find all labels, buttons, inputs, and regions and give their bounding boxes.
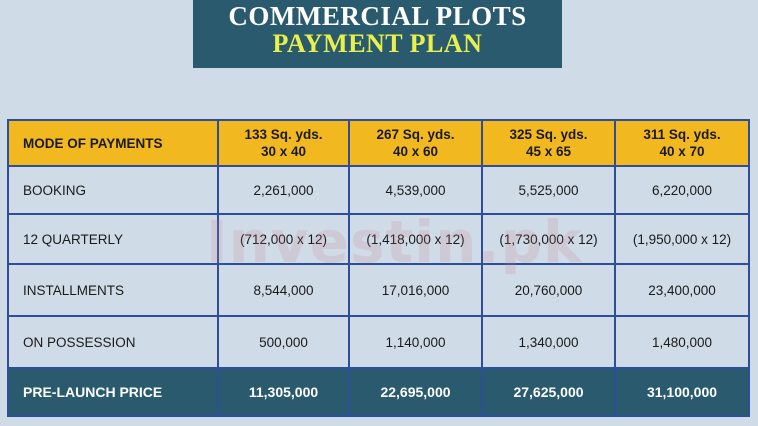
table-cell: 500,000 — [217, 315, 350, 369]
table-cell: (712,000 x 12) — [217, 213, 350, 265]
plot-dims: 40 x 70 — [659, 144, 705, 159]
table-cell: (1,730,000 x 12) — [481, 213, 616, 265]
row-label: 12 QUARTERLY — [7, 213, 219, 265]
table-cell: 22,695,000 — [348, 367, 483, 417]
plot-dims: 45 x 65 — [525, 144, 572, 159]
header-plot-4: 311 Sq. yds. 40 x 70 — [614, 119, 750, 167]
row-label: INSTALLMENTS — [7, 263, 219, 317]
table-cell: 8,544,000 — [217, 263, 350, 317]
plot-dims: 40 x 60 — [392, 144, 439, 159]
table-cell: 23,400,000 — [614, 263, 750, 317]
plot-size: 325 Sq. yds. — [509, 127, 588, 142]
table-cell: 6,220,000 — [614, 165, 750, 215]
plot-size: 133 Sq. yds. — [244, 127, 323, 142]
table-row-installments: INSTALLMENTS 8,544,000 17,016,000 20,760… — [7, 263, 750, 317]
banner-subtitle: PAYMENT PLAN — [272, 29, 483, 58]
banner-title: COMMERCIAL PLOTS — [228, 1, 527, 31]
plot-size: 267 Sq. yds. — [376, 127, 455, 142]
table-cell: 1,340,000 — [481, 315, 616, 369]
payment-plan-table: MODE OF PAYMENTS 133 Sq. yds. 30 x 40 267… — [7, 119, 750, 417]
table-cell: 31,100,000 — [614, 367, 750, 417]
table-cell: 20,760,000 — [481, 263, 616, 317]
row-label: BOOKING — [7, 165, 219, 215]
plot-dims: 30 x 40 — [260, 144, 307, 159]
table-cell: 1,140,000 — [348, 315, 483, 369]
table-row-quarterly: 12 QUARTERLY (712,000 x 12) (1,418,000 x… — [7, 213, 750, 265]
table-cell: (1,418,000 x 12) — [348, 213, 483, 265]
header-mode: MODE OF PAYMENTS — [7, 119, 219, 167]
table-row-total: PRE-LAUNCH PRICE 11,305,000 22,695,000 2… — [7, 367, 750, 417]
table-cell: 1,480,000 — [614, 315, 750, 369]
title-banner: COMMERCIAL PLOTS PAYMENT PLAN — [193, 0, 562, 68]
table-cell: 11,305,000 — [217, 367, 350, 417]
table-cell: (1,950,000 x 12) — [614, 213, 750, 265]
table-cell: 4,539,000 — [348, 165, 483, 215]
table-row-possession: ON POSSESSION 500,000 1,140,000 1,340,00… — [7, 315, 750, 369]
table-cell: 5,525,000 — [481, 165, 616, 215]
table-cell: 2,261,000 — [217, 165, 350, 215]
table-header-row: MODE OF PAYMENTS 133 Sq. yds. 30 x 40 267… — [7, 119, 750, 167]
header-plot-3: 325 Sq. yds. 45 x 65 — [481, 119, 616, 167]
table-cell: 17,016,000 — [348, 263, 483, 317]
row-label: PRE-LAUNCH PRICE — [7, 367, 219, 417]
plot-size: 311 Sq. yds. — [643, 127, 721, 142]
header-plot-2: 267 Sq. yds. 40 x 60 — [348, 119, 483, 167]
row-label: ON POSSESSION — [7, 315, 219, 369]
table-row-booking: BOOKING 2,261,000 4,539,000 5,525,000 6,… — [7, 165, 750, 215]
header-plot-1: 133 Sq. yds. 30 x 40 — [217, 119, 350, 167]
table-cell: 27,625,000 — [481, 367, 616, 417]
